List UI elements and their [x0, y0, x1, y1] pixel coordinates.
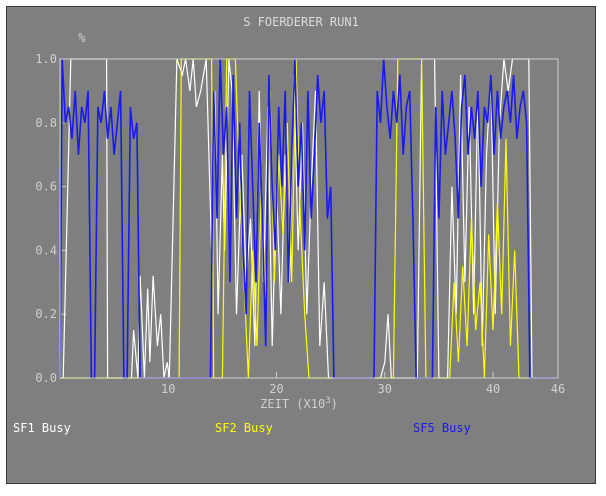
- x-tick-label: 10: [161, 382, 175, 396]
- x-tick-label: 40: [486, 382, 500, 396]
- y-tick-label: 0.2: [35, 307, 57, 321]
- y-tick-label: 0.4: [35, 243, 57, 257]
- y-tick-label: 0.6: [35, 180, 57, 194]
- legend-sf5-label: SF5 Busy: [413, 421, 471, 435]
- y-axis-label: %: [78, 31, 86, 45]
- x-tick-label: 30: [378, 382, 392, 396]
- x-axis-label-suffix: ): [331, 397, 338, 411]
- legend-sf2: SF2 Busy: [215, 421, 273, 435]
- y-tick-label: 0.8: [35, 116, 57, 130]
- chart-title: S FOERDERER RUN1: [243, 15, 359, 29]
- x-axis-label-main: ZEIT (X10: [260, 397, 325, 411]
- x-tick-label: 46: [551, 382, 565, 396]
- plot-window: S FOERDERER RUN1 % 0.0 0.2 0.4 0.6 0.8 1.0 10…: [6, 6, 596, 484]
- legend-sf5: SF5 Busy: [413, 421, 471, 435]
- legend-sf1-label: SF1 Busy: [13, 421, 71, 435]
- series-layer: [59, 58, 558, 379]
- legend-sf1: SF1 Busy: [13, 421, 71, 435]
- axes-frame: [59, 58, 559, 379]
- legend-sf2-label: SF2 Busy: [215, 421, 273, 435]
- busy-chart: S FOERDERER RUN1 % 0.0 0.2 0.4 0.6 0.8 1.0 10…: [35, 15, 565, 411]
- x-tick-labels: 10 20 30 40 46: [161, 372, 565, 396]
- y-tick-labels: 0.0 0.2 0.4 0.6 0.8 1.0: [35, 52, 66, 385]
- series-line-1: [60, 58, 558, 379]
- y-tick-label: 1.0: [35, 52, 57, 66]
- x-tick-label: 20: [269, 382, 283, 396]
- x-axis-label: ZEIT (X103): [260, 396, 338, 411]
- series-line-3: [59, 58, 558, 379]
- x-axis-label-exponent: 3: [325, 396, 330, 406]
- y-tick-label: 0.0: [35, 371, 57, 385]
